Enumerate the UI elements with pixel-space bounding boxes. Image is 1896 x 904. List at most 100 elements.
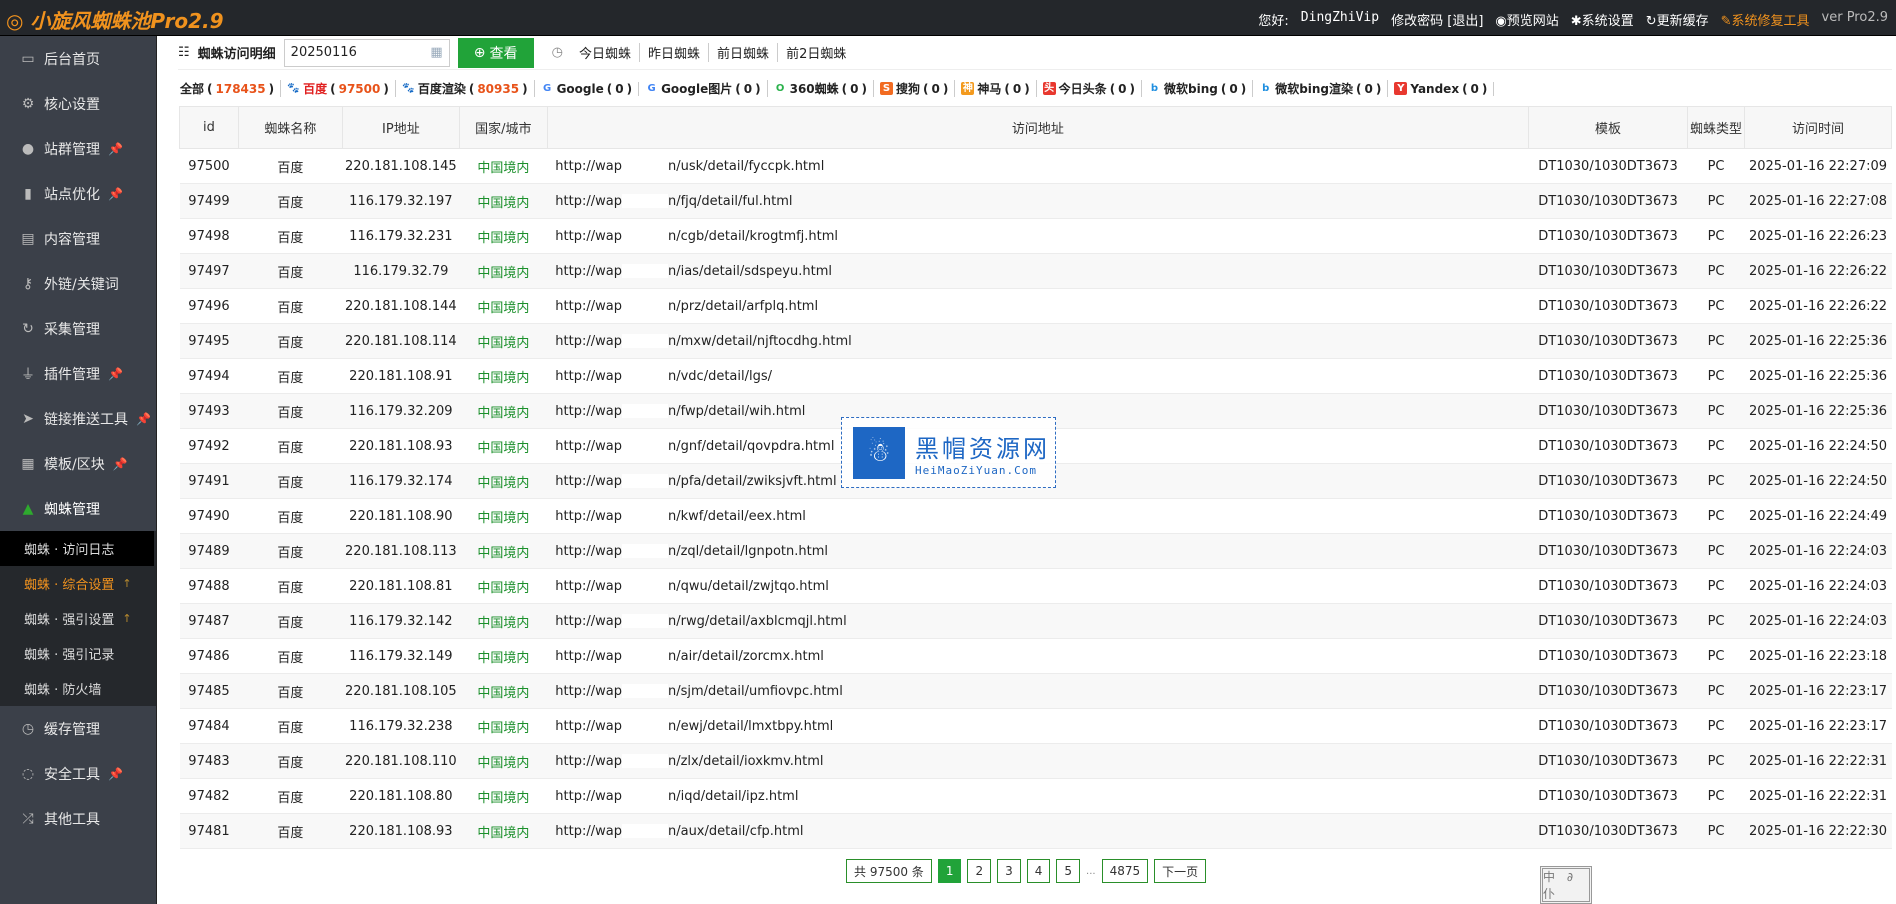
calendar-icon[interactable]: ▦ — [430, 45, 443, 60]
google-icon: G — [542, 83, 552, 94]
refresh-cache-link[interactable]: ↻更新缓存 — [1645, 14, 1709, 29]
url-prefix: http://wap — [555, 753, 622, 769]
column-header[interactable]: 模板 — [1528, 106, 1689, 149]
cell-visit-time: 2025-01-16 22:24:49 — [1744, 498, 1892, 534]
sidebar-item[interactable]: ▦ 模板/区块 📌 — [0, 441, 156, 486]
cell-url[interactable]: http://wap n/sjm/detail/umfiovpc.html — [547, 673, 1529, 709]
url-prefix: http://wap — [555, 473, 622, 489]
filter-toutiao-icon[interactable]: 头今日头条(0) — [1037, 80, 1143, 97]
submenu-item[interactable]: 蜘蛛 · 强引设置 ↑ — [0, 601, 156, 636]
app-logo[interactable]: ◎ 小旋风蜘蛛池Pro2.9 — [6, 9, 224, 33]
cell-url[interactable]: http://wap n/zlx/detail/ioxkmv.html — [547, 743, 1529, 779]
cell-url[interactable]: http://wap n/prz/detail/arfplq.html — [547, 288, 1529, 324]
send-icon: ➤ — [22, 410, 34, 427]
preview-site-link[interactable]: ◉预览网站 — [1495, 14, 1559, 29]
filter-count: 0 — [1229, 81, 1238, 96]
page-button[interactable]: 5 — [1056, 859, 1081, 883]
cell-url[interactable]: http://wap n/aux/detail/cfp.html — [547, 813, 1529, 849]
sidebar-item[interactable]: ▭ 后台首页 — [0, 36, 156, 81]
sidebar-item[interactable]: ▲ 蜘蛛管理 — [0, 486, 156, 531]
redacted-domain — [621, 614, 668, 628]
redacted-domain — [621, 299, 668, 313]
filter-bing-icon[interactable]: b 微软bing(0) — [1142, 80, 1254, 97]
sidebar-item[interactable]: ⚙ 核心设置 — [0, 81, 156, 126]
url-path: n/ewj/detail/lmxtbpy.html — [667, 718, 834, 734]
cell-url[interactable]: http://wap n/ias/detail/sdspeyu.html — [547, 253, 1529, 289]
submenu-item[interactable]: 蜘蛛 · 访问日志 — [0, 531, 154, 566]
submenu-item[interactable]: 蜘蛛 · 防火墙 — [0, 671, 156, 706]
cell-id: 97499 — [179, 183, 239, 219]
view-button[interactable]: ⊕ 查看 — [457, 37, 534, 68]
filter-paw-icon[interactable]: 🐾 百度(97500) — [281, 80, 396, 97]
filter-shenma-icon[interactable]: 神神马(0) — [955, 80, 1037, 97]
sidebar-item-label: 核心设置 — [44, 96, 100, 113]
top-nav: 您好: DingZhiVip 修改密码 [退出] ◉预览网站 ✱系统设置 ↻更新… — [1258, 10, 1888, 29]
change-password-link[interactable]: 修改密码 — [1391, 14, 1444, 29]
cell-url[interactable]: http://wap n/ewj/detail/lmxtbpy.html — [547, 708, 1529, 744]
quick-link[interactable]: 前日蜘蛛 — [709, 43, 779, 62]
system-settings-link[interactable]: ✱系统设置 — [1570, 14, 1634, 29]
cell-url[interactable]: http://wap n/iqd/detail/ipz.html — [547, 778, 1529, 814]
quick-link[interactable]: 昨日蜘蛛 — [640, 43, 710, 62]
cell-url[interactable]: http://wap n/rwg/detail/axblcmqjl.html — [547, 603, 1529, 639]
cell-id: 97484 — [179, 708, 239, 744]
page-button[interactable]: 4 — [1026, 859, 1051, 883]
submenu-item-label: 蜘蛛 · 防火墙 — [24, 683, 102, 698]
column-header[interactable]: IP地址 — [341, 106, 460, 149]
page-button[interactable]: 2 — [967, 859, 992, 883]
page-button[interactable]: 1 — [937, 859, 962, 883]
quick-link[interactable]: 今日蜘蛛 — [571, 43, 641, 62]
column-header[interactable]: 访问地址 — [546, 106, 1530, 149]
cell-spider-name: 百度 — [238, 183, 343, 219]
column-header[interactable]: 访问时间 — [1744, 106, 1892, 149]
cell-url[interactable]: http://wap n/mxw/detail/njftocdhg.html — [547, 323, 1529, 359]
filter-360-icon[interactable]: O 360蜘蛛(0) — [768, 80, 874, 97]
filter-yandex-icon[interactable]: Y Yandex(0) — [1388, 81, 1495, 96]
cell-id: 97500 — [179, 148, 239, 184]
sidebar-item[interactable]: ◷ 缓存管理 — [0, 706, 156, 751]
sidebar-item[interactable]: ↻ 采集管理 — [0, 306, 156, 351]
submenu-item[interactable]: 蜘蛛 · 综合设置 ↑ — [0, 566, 156, 601]
filter-sogou-icon[interactable]: S 搜狗(0) — [874, 80, 956, 97]
search-plus-icon: ⊕ — [473, 44, 486, 61]
url-prefix: http://wap — [555, 333, 622, 349]
sidebar-item[interactable]: ➤ 链接推送工具 📌 — [0, 396, 156, 441]
cell-url[interactable]: http://wap n/zql/detail/lgnpotn.html — [547, 533, 1529, 569]
filter-google-icon[interactable]: G Google图片(0) — [639, 80, 768, 97]
cell-url[interactable]: http://wap n/kwf/detail/eex.html — [547, 498, 1529, 534]
360-icon: O — [775, 83, 785, 94]
sidebar-item[interactable]: ● 站群管理 📌 — [0, 126, 156, 171]
sidebar-item[interactable]: ⚷ 外链/关键词 — [0, 261, 156, 306]
cell-url[interactable]: http://wap n/air/detail/zorcmx.html — [547, 638, 1529, 674]
quick-link[interactable]: 前2日蜘蛛 — [786, 47, 847, 62]
sidebar-item[interactable]: ▤ 内容管理 — [0, 216, 156, 261]
cell-url[interactable]: http://wap n/qwu/detail/zwjtqo.html — [547, 568, 1529, 604]
cell-url[interactable]: http://wap n/fjq/detail/ful.html — [547, 183, 1529, 219]
page-button[interactable]: 3 — [997, 859, 1021, 883]
cell-url[interactable]: http://wap n/cgb/detail/krogtmfj.html — [547, 218, 1529, 254]
filter-paw-icon[interactable]: 🐾 百度渲染(80935) — [396, 80, 535, 97]
monitor-icon: ▭ — [21, 50, 35, 67]
column-header[interactable]: 国家/城市 — [458, 106, 548, 149]
cell-url[interactable]: http://wap n/usk/detail/fyccpk.html — [547, 148, 1529, 184]
filter-all[interactable]: 全部(178435) — [178, 80, 282, 97]
filter-google-icon[interactable]: G Google(0) — [535, 81, 640, 96]
logout-link[interactable]: 退出 — [1452, 14, 1479, 29]
system-repair-link[interactable]: ✎系统修复工具 — [1720, 14, 1810, 29]
sidebar-item[interactable]: ▮ 站点优化 📌 — [0, 171, 156, 216]
cell-country: 中国境内 — [459, 638, 548, 674]
submenu-item[interactable]: 蜘蛛 · 强引记录 — [0, 636, 156, 671]
next-page-button[interactable]: 下一页 — [1154, 859, 1207, 883]
column-header[interactable]: 蜘蛛名称 — [237, 106, 343, 149]
column-header[interactable]: id — [179, 106, 239, 149]
date-input[interactable]: 20250116 ▦ — [283, 38, 450, 67]
last-page-button[interactable]: 4875 — [1101, 859, 1149, 883]
column-header[interactable]: 蜘蛛类型 — [1687, 106, 1745, 149]
cell-spider-type: PC — [1687, 288, 1745, 324]
sidebar-item[interactable]: ⤮ 其他工具 — [0, 796, 156, 841]
filter-bing-icon[interactable]: b 微软bing渲染(0) — [1253, 80, 1389, 97]
sidebar-item[interactable]: ◌ 安全工具 📌 — [0, 751, 156, 796]
cell-url[interactable]: http://wap n/vdc/detail/lgs/ — [547, 358, 1529, 394]
sidebar-item[interactable]: ⏚ 插件管理 📌 — [0, 351, 156, 396]
redacted-domain — [621, 194, 668, 208]
